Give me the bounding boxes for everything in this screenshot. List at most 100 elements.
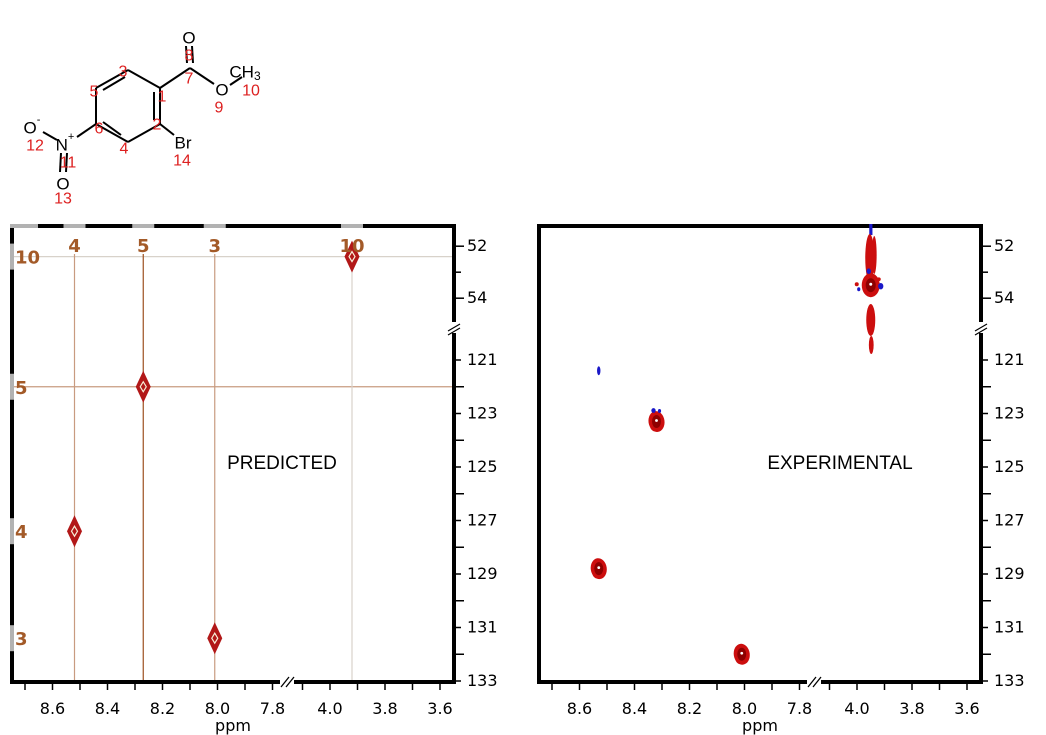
x-axis-break-gap	[807, 679, 821, 685]
x-tick-label: 7.8	[787, 699, 812, 718]
y-axis-break-slash	[974, 327, 988, 336]
x-axis-break-slash	[285, 676, 295, 688]
y-tick-label: 127	[467, 511, 498, 530]
y-tick-label: 129	[467, 564, 498, 583]
atom-label-N11: N+	[56, 131, 75, 155]
axis-marker-gray	[10, 373, 14, 400]
atom-label-O8: O	[182, 29, 195, 48]
peak-diamond-center	[211, 632, 219, 645]
contour-blob-center	[740, 651, 744, 655]
bond-line	[189, 67, 215, 85]
t1-noise-streak-down	[868, 336, 874, 354]
column-label-10: 10	[339, 236, 364, 257]
y-tick-label: 127	[994, 511, 1025, 530]
y-tick-label: 52	[467, 236, 487, 255]
atom-number-11: 11	[60, 155, 77, 172]
row-label-3: 3	[15, 629, 28, 650]
column-label-3: 3	[208, 236, 221, 257]
atom-number-9: 9	[215, 100, 224, 117]
x-tick-label: 8.6	[40, 699, 65, 718]
peak-4	[67, 515, 82, 548]
y-tick-label: 123	[994, 404, 1025, 423]
blue-noise-speck	[657, 409, 662, 414]
atom-number-12: 12	[26, 138, 44, 155]
y-tick-label: 129	[994, 564, 1025, 583]
x-tick-label: 4.0	[844, 699, 869, 718]
exp-peak-3	[590, 558, 607, 580]
y-tick-label: 52	[994, 236, 1014, 255]
row-label-4: 4	[15, 522, 28, 543]
bond-line	[95, 123, 129, 143]
bond-line	[127, 69, 161, 89]
axis-marker-gray	[10, 243, 14, 270]
x-tick-label: 8.2	[150, 699, 175, 718]
contour-satellite	[854, 282, 859, 287]
panel-title: EXPERIMENTAL	[767, 453, 912, 474]
experimental-spectrum-panel: 8.6 8.4 8.2 8.0 7.8 4.0 3.8 3.6 ppm 52 54 121 123 125…	[537, 224, 1025, 735]
x-tick-label: 8.2	[677, 699, 702, 718]
atom-number-6: 6	[95, 121, 104, 138]
x-axis-break-slash	[280, 676, 290, 688]
peak-diamond-center	[348, 250, 356, 263]
bond-line	[229, 76, 243, 86]
bond-line	[102, 121, 122, 136]
peak-diamond-center	[139, 380, 147, 393]
x-tick-label: 8.0	[205, 699, 230, 718]
atom-number-13: 13	[54, 191, 72, 208]
predicted-spectrum-panel: 8.6 8.4 8.2 8.0 7.8 4.0 3.8 3.6ppm5254121123125…	[10, 224, 498, 735]
x-axis-break-slash	[812, 676, 822, 688]
blue-noise-speck	[597, 366, 601, 376]
x-tick-label: 3.8	[372, 699, 397, 718]
contour-satellite	[876, 277, 881, 281]
atom-number-4: 4	[120, 141, 129, 158]
x-tick-label: 3.6	[954, 699, 979, 718]
atom-number-3: 3	[119, 64, 128, 81]
row-label-10: 10	[15, 248, 40, 269]
peak-diamond	[207, 622, 223, 655]
y-tick-label: 131	[994, 618, 1025, 637]
bond-line	[191, 45, 194, 64]
atom-label-O12: O-	[24, 114, 41, 138]
y-tick-label: 133	[994, 671, 1025, 690]
peak-10	[344, 240, 360, 273]
peak-diamond	[344, 240, 360, 273]
exp-peak-1	[597, 366, 601, 376]
y-axis-break-slash	[974, 323, 988, 332]
x-tick-label: 8.4	[622, 699, 647, 718]
bond-line	[76, 123, 97, 138]
atom-number-7: 7	[185, 71, 194, 88]
exp-peak-4	[733, 643, 750, 665]
y-tick-label: 54	[994, 288, 1014, 307]
y-tick-label: 131	[467, 618, 498, 637]
peak-diamond	[67, 515, 82, 548]
plot-border	[10, 224, 456, 684]
row-label-5: 5	[15, 378, 28, 399]
axis-marker-gray	[10, 224, 38, 228]
column-label-4: 4	[68, 236, 81, 257]
plot-border	[537, 224, 983, 684]
blue-axis-tick	[869, 224, 873, 235]
axis-marker-gray	[132, 224, 155, 228]
x-axis-title: ppm	[215, 716, 251, 735]
y-tick-label: 123	[467, 404, 498, 423]
atom-number-2: 2	[153, 117, 162, 134]
t1-noise-streak-down	[866, 304, 876, 336]
x-axis-break-slash	[807, 676, 817, 688]
contour-blob-center	[655, 419, 658, 422]
x-tick-label: 8.0	[732, 699, 757, 718]
peak-diamond-center	[70, 525, 79, 538]
y-tick-label: 54	[467, 288, 487, 307]
t1-noise-streak-up	[871, 236, 877, 274]
bond-line	[59, 152, 62, 173]
axis-marker-gray	[10, 625, 14, 652]
blue-noise-speck	[857, 287, 861, 292]
atom-number-14: 14	[173, 153, 191, 170]
exp-peak-0	[854, 224, 884, 354]
blue-noise-speck	[878, 283, 884, 290]
y-tick-label: 121	[467, 350, 498, 369]
x-axis-break-gap	[280, 679, 294, 685]
peak-3	[207, 622, 223, 655]
x-tick-label: 4.0	[317, 699, 342, 718]
axis-marker-gray	[203, 224, 226, 228]
